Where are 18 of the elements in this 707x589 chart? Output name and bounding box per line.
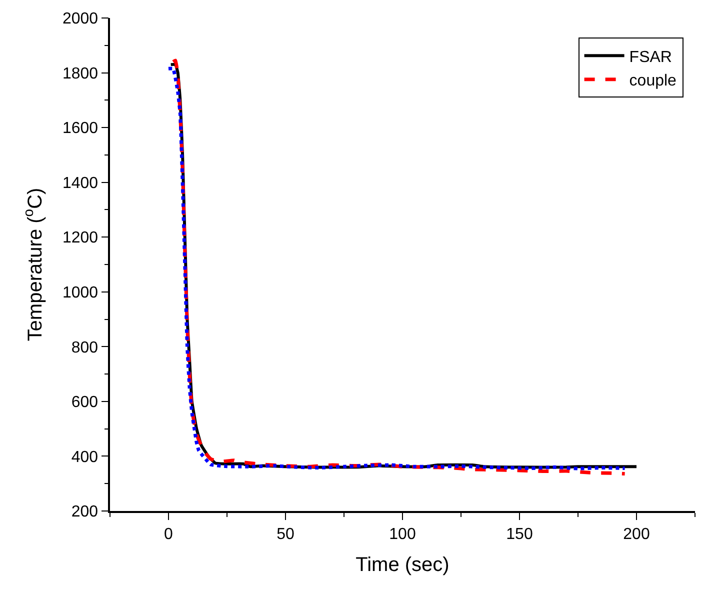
y-tick-label: 1400 <box>62 174 98 192</box>
x-axis-title: Time (sec) <box>356 554 450 576</box>
y-tick-label: 600 <box>71 394 98 412</box>
y-tick-label: 1600 <box>62 120 98 138</box>
y-tick-label: 800 <box>71 339 98 356</box>
y-tick-label: 2000 <box>62 10 98 28</box>
y-tick-label: 400 <box>71 448 98 466</box>
x-tick-label: 100 <box>389 526 416 543</box>
y-tick-label: 1200 <box>62 230 98 247</box>
x-tick-label: 0 <box>164 526 174 543</box>
x-tick-label: 200 <box>623 526 650 543</box>
y-tick-label: 200 <box>71 504 98 521</box>
y-tick-label: 1000 <box>62 284 98 302</box>
legend-label: FSAR <box>629 48 672 66</box>
legend-label: couple <box>629 72 677 90</box>
x-tick-label: 50 <box>276 526 294 543</box>
x-tick-label: 150 <box>506 526 533 543</box>
y-tick-label: 1800 <box>62 65 98 82</box>
